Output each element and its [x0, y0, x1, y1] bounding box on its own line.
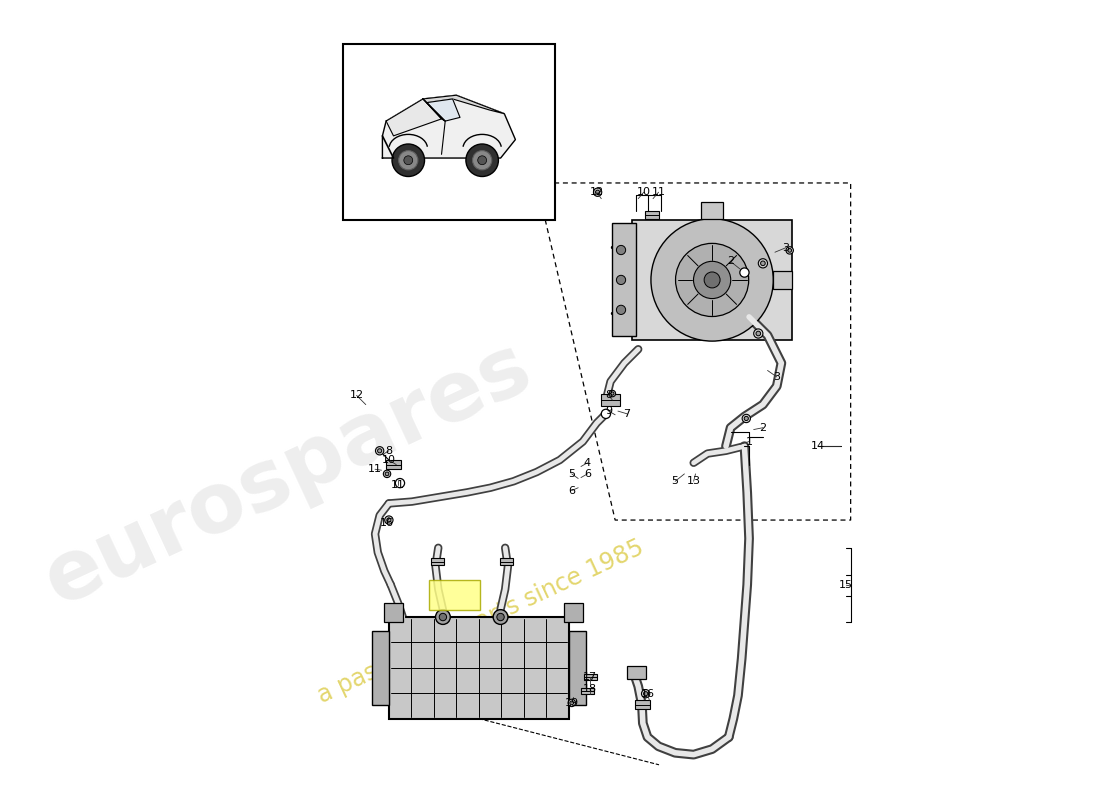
- Text: 10: 10: [382, 455, 396, 465]
- Circle shape: [644, 692, 648, 696]
- Circle shape: [387, 518, 390, 522]
- Text: 18: 18: [583, 684, 597, 694]
- Text: a passion for parts since 1985: a passion for parts since 1985: [315, 535, 648, 708]
- Text: 5: 5: [672, 476, 679, 486]
- Circle shape: [473, 150, 492, 170]
- Circle shape: [788, 249, 792, 252]
- Circle shape: [651, 218, 773, 341]
- Text: 11: 11: [368, 464, 382, 474]
- Bar: [645, 211, 660, 219]
- Text: 15: 15: [839, 580, 853, 590]
- Circle shape: [377, 449, 382, 453]
- Text: 2: 2: [727, 257, 734, 266]
- Bar: [636, 700, 650, 710]
- Polygon shape: [424, 99, 446, 121]
- Circle shape: [786, 246, 793, 254]
- Circle shape: [704, 272, 720, 288]
- Bar: [632, 220, 792, 340]
- Bar: [613, 223, 636, 337]
- Circle shape: [616, 306, 626, 314]
- Circle shape: [756, 331, 760, 336]
- Circle shape: [754, 329, 763, 338]
- Text: 6: 6: [584, 469, 591, 479]
- Text: 2: 2: [759, 422, 767, 433]
- Circle shape: [404, 156, 412, 165]
- Bar: [431, 558, 443, 566]
- Circle shape: [595, 190, 600, 194]
- Bar: [773, 270, 792, 289]
- Circle shape: [570, 701, 573, 705]
- Circle shape: [385, 472, 389, 476]
- Text: 17: 17: [583, 672, 597, 682]
- Circle shape: [742, 414, 750, 422]
- Circle shape: [493, 610, 508, 625]
- Bar: [372, 631, 389, 705]
- Bar: [569, 631, 585, 705]
- Circle shape: [497, 614, 504, 621]
- Circle shape: [383, 470, 390, 478]
- Bar: [384, 603, 403, 622]
- Bar: [499, 558, 513, 566]
- Bar: [564, 603, 583, 622]
- Bar: [389, 617, 569, 718]
- Text: 12: 12: [350, 390, 364, 400]
- Text: 11: 11: [651, 187, 666, 198]
- Text: eurospares: eurospares: [31, 326, 543, 622]
- Polygon shape: [386, 99, 441, 136]
- Text: 11: 11: [392, 480, 405, 490]
- Text: 5: 5: [569, 469, 575, 479]
- Text: 1: 1: [746, 437, 752, 446]
- Circle shape: [609, 390, 616, 397]
- Bar: [343, 45, 556, 220]
- Circle shape: [385, 516, 393, 524]
- Circle shape: [593, 188, 602, 196]
- Text: 13: 13: [686, 476, 701, 486]
- Text: 8: 8: [385, 446, 393, 456]
- Polygon shape: [424, 95, 504, 114]
- Bar: [701, 202, 723, 218]
- Circle shape: [610, 392, 614, 395]
- Circle shape: [641, 690, 650, 698]
- Text: 12: 12: [590, 187, 604, 198]
- Text: 7: 7: [624, 409, 630, 419]
- Circle shape: [568, 699, 575, 706]
- Bar: [584, 674, 596, 680]
- Text: 3: 3: [782, 242, 790, 253]
- Text: 4: 4: [584, 458, 591, 468]
- Text: 3: 3: [773, 372, 780, 382]
- Circle shape: [616, 275, 626, 285]
- Circle shape: [375, 446, 384, 455]
- Bar: [429, 580, 480, 610]
- Text: 6: 6: [569, 486, 575, 495]
- Bar: [581, 688, 594, 694]
- Circle shape: [395, 478, 405, 488]
- Circle shape: [392, 144, 425, 177]
- Circle shape: [740, 268, 749, 277]
- Bar: [602, 394, 619, 406]
- Circle shape: [616, 246, 626, 254]
- Circle shape: [439, 614, 447, 621]
- Circle shape: [745, 416, 748, 421]
- Bar: [627, 666, 646, 679]
- Circle shape: [693, 262, 730, 298]
- Text: 8: 8: [605, 390, 613, 400]
- Polygon shape: [383, 95, 516, 158]
- Text: 14: 14: [812, 441, 825, 451]
- Text: 9: 9: [605, 406, 613, 416]
- Circle shape: [477, 156, 486, 165]
- Polygon shape: [427, 99, 460, 121]
- Circle shape: [602, 410, 610, 418]
- Circle shape: [398, 150, 418, 170]
- Circle shape: [760, 261, 766, 266]
- Circle shape: [675, 243, 749, 317]
- Circle shape: [466, 144, 498, 177]
- Text: 19: 19: [564, 698, 579, 708]
- Text: 10: 10: [637, 187, 651, 198]
- Circle shape: [436, 610, 450, 625]
- Text: 16: 16: [640, 689, 654, 698]
- Bar: [386, 461, 400, 469]
- Text: 16: 16: [379, 518, 394, 528]
- Circle shape: [758, 258, 768, 268]
